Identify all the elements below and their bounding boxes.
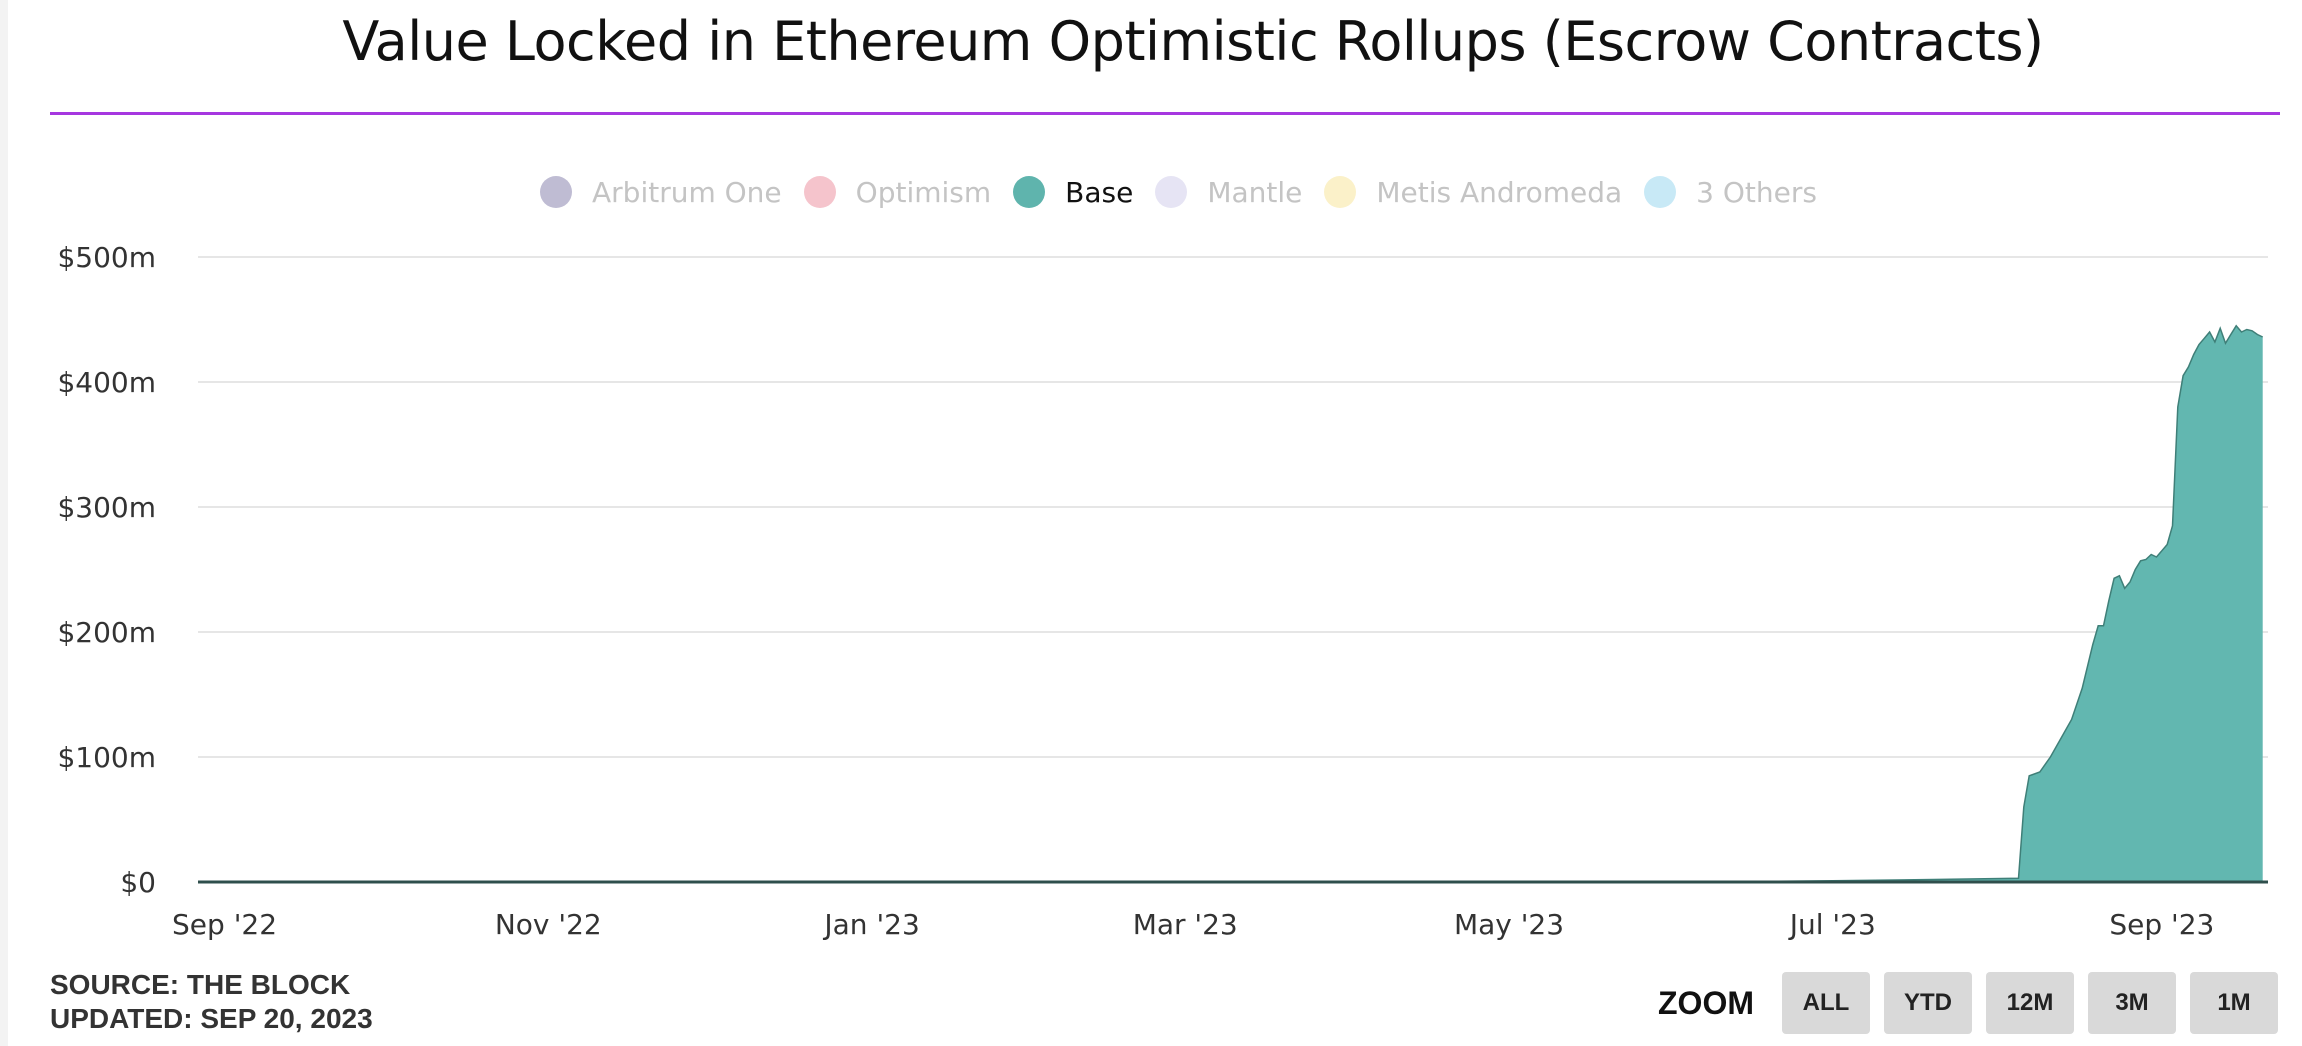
zoom-label: ZOOM <box>1658 984 1754 1021</box>
legend-swatch <box>1013 176 1046 208</box>
legend-item-3-others[interactable]: 3 Others <box>1644 176 1817 209</box>
zoom-ytd-button[interactable]: YTD <box>1883 972 1972 1034</box>
legend-swatch <box>1644 176 1677 208</box>
source-label: SOURCE: THE BLOCK <box>50 969 351 1000</box>
title-divider <box>50 112 2280 115</box>
legend-swatch <box>540 176 572 208</box>
legend-item-mantle[interactable]: Mantle <box>1155 176 1302 209</box>
legend-swatch <box>803 176 836 208</box>
legend-item-arbitrum-one[interactable]: Arbitrum One <box>540 176 782 209</box>
legend: Arbitrum One Optimism Base Mantle Metis Andr… <box>540 170 1839 214</box>
source-note: SOURCE: THE BLOCK UPDATED: SEP 20, 2023 <box>50 968 373 1036</box>
zoom-1m-button[interactable]: 1M <box>2189 972 2278 1034</box>
legend-label: 3 Others <box>1696 175 1817 209</box>
legend-item-base[interactable]: Base <box>1013 176 1133 209</box>
legend-label: Mantle <box>1207 175 1303 209</box>
legend-label: Base <box>1065 175 1134 209</box>
chart-panel <box>8 0 2302 1046</box>
updated-label: UPDATED: SEP 20, 2023 <box>50 1003 373 1034</box>
legend-label: Metis Andromeda <box>1376 175 1623 209</box>
zoom-3m-button[interactable]: 3M <box>2087 972 2176 1034</box>
legend-item-optimism[interactable]: Optimism <box>803 175 992 209</box>
legend-label: Arbitrum One <box>592 175 782 209</box>
zoom-controls: ZOOM ALL YTD 12M 3M 1M <box>1658 972 2278 1034</box>
zoom-12m-button[interactable]: 12M <box>1985 972 2074 1034</box>
legend-swatch <box>1155 176 1188 208</box>
legend-swatch <box>1324 176 1357 208</box>
legend-label: Optimism <box>855 175 992 209</box>
legend-item-metis-andromeda[interactable]: Metis Andromeda <box>1324 176 1622 209</box>
zoom-all-button[interactable]: ALL <box>1781 972 1870 1034</box>
chart-title: Value Locked in Ethereum Optimistic Roll… <box>342 10 2044 73</box>
